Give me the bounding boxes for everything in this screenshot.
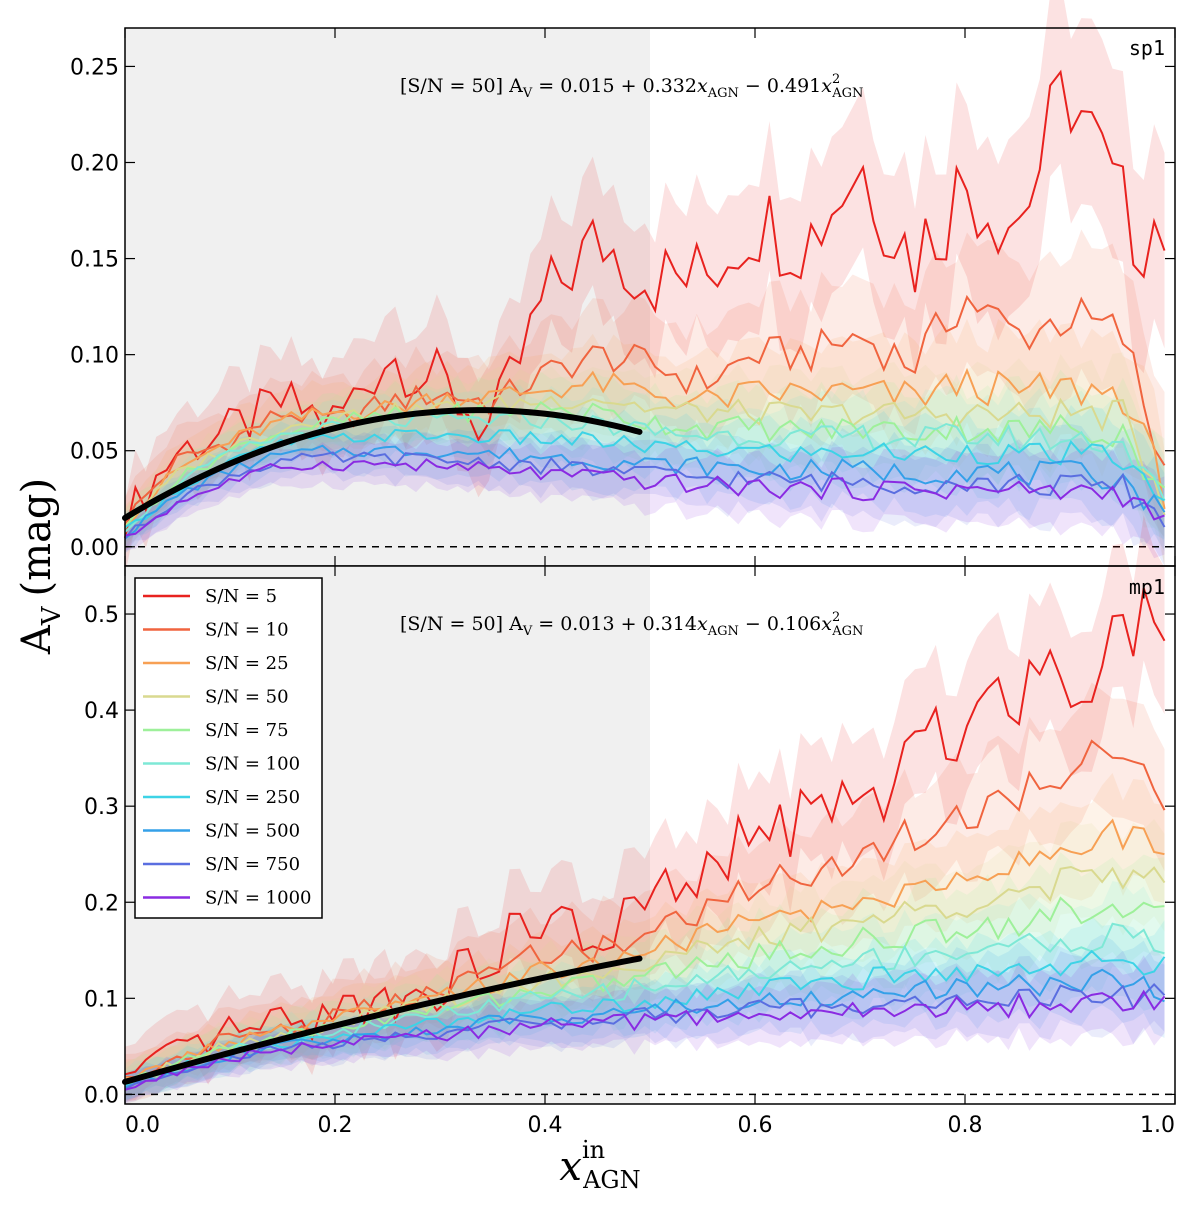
legend-label-10: S/N = 1000 — [205, 888, 311, 909]
band-sp1-2 — [125, 229, 1165, 553]
panel-tag-sp1: sp1 — [1129, 36, 1165, 60]
series-line-mp1-9 — [124, 983, 1166, 1091]
ytick-label-mp1-0: 0.0 — [84, 1083, 119, 1108]
band-mp1-2 — [125, 682, 1165, 1101]
legend-label-1: S/N = 5 — [205, 586, 277, 607]
legend: S/N = 5 S/N = 10 S/N = 25 S/N = 50 S/N = 75 S… — [134, 577, 323, 919]
xtick-label-4: 0.8 — [948, 1113, 983, 1138]
legend-label-4: S/N = 50 — [205, 687, 289, 708]
ytick-label-mp1-1: 0.1 — [84, 987, 119, 1012]
series-line-sp1-1 — [124, 69, 1166, 539]
ytick-label-mp1-4: 0.4 — [84, 699, 119, 724]
series-line-sp1-5 — [124, 401, 1166, 530]
series-line-mp1-5 — [124, 896, 1165, 1083]
legend-label-8: S/N = 500 — [205, 821, 300, 842]
fit-curve-mp1 — [122, 955, 643, 1085]
xtick-label-3: 0.6 — [738, 1113, 773, 1138]
band-sp1-8 — [125, 424, 1165, 554]
xtick-label-5: 1.0 — [1140, 1113, 1175, 1138]
band-mp1-9 — [125, 948, 1165, 1104]
legend-frame — [134, 577, 323, 919]
series-line-sp1-2 — [124, 294, 1166, 526]
series-line-sp1-6 — [124, 410, 1166, 533]
series-line-mp1-10 — [124, 989, 1166, 1091]
xtick-label-1: 0.2 — [318, 1113, 353, 1138]
ytick-label-sp1-1: 0.05 — [70, 440, 119, 465]
y-axis-label: AV(mag) — [14, 478, 67, 655]
series-line-sp1-10 — [124, 458, 1165, 537]
series-line-sp1-4 — [124, 394, 1166, 527]
ytick-label-mp1-3: 0.3 — [84, 795, 119, 820]
band-mp1-1 — [125, 515, 1165, 1102]
band-mp1-8 — [125, 934, 1165, 1102]
panel-mp1-frame — [124, 565, 1176, 1105]
legend-label-5: S/N = 75 — [205, 720, 289, 741]
series-line-mp1-8 — [124, 968, 1165, 1089]
equation-mp1: [S/N = 50] AV = 0.013 + 0.314xAGN − 0.10… — [400, 610, 863, 639]
band-sp1-9 — [125, 431, 1165, 567]
fit-curve-sp1 — [122, 407, 643, 521]
band-sp1-1 — [125, 0, 1165, 575]
series-line-sp1-9 — [124, 451, 1166, 540]
legend-label-6: S/N = 100 — [205, 754, 300, 775]
band-sp1-4 — [125, 352, 1165, 564]
series-line-sp1-8 — [124, 444, 1166, 540]
panel-tag-mp1: mp1 — [1129, 575, 1165, 599]
legend-label-2: S/N = 10 — [205, 620, 289, 641]
band-mp1-10 — [125, 955, 1165, 1104]
series-line-sp1-3 — [124, 367, 1166, 529]
band-mp1-6 — [125, 881, 1165, 1104]
ytick-label-mp1-2: 0.2 — [84, 891, 119, 916]
equation-sp1: [S/N = 50] AV = 0.015 + 0.332xAGN − 0.49… — [400, 72, 863, 101]
panel-sp1: 0.00 0.05 0.10 0.15 0.20 0.25 sp1 [S/N = 50] … — [70, 0, 1176, 575]
legend-label-3: S/N = 25 — [205, 653, 289, 674]
ytick-label-sp1-0: 0.00 — [70, 536, 119, 561]
band-sp1-10 — [125, 437, 1165, 559]
series-line-mp1-1 — [124, 587, 1166, 1076]
ytick-label-sp1-4: 0.20 — [70, 152, 119, 177]
ytick-label-mp1-5: 0.5 — [84, 603, 119, 628]
ytick-label-sp1-2: 0.10 — [70, 344, 119, 369]
xtick-label-0: 0.0 — [125, 1113, 160, 1138]
legend-label-9: S/N = 750 — [205, 854, 300, 875]
shaded-region-sp1 — [125, 28, 650, 566]
legend-label-7: S/N = 250 — [205, 787, 300, 808]
xtick-label-2: 0.4 — [528, 1113, 563, 1138]
series-line-mp1-3 — [124, 818, 1165, 1079]
x-axis-label: xin AGN — [559, 1136, 640, 1194]
ytick-label-sp1-3: 0.15 — [70, 248, 119, 273]
series-line-mp1-7 — [124, 949, 1166, 1088]
panel-mp1: 0.0 0.1 0.2 0.3 0.4 0.5 0.0 0.2 0.4 0.6 0.8 1.0 mp… — [84, 515, 1176, 1138]
ytick-label-sp1-5: 0.25 — [70, 55, 119, 80]
band-mp1-4 — [125, 819, 1165, 1105]
band-sp1-6 — [125, 385, 1165, 549]
